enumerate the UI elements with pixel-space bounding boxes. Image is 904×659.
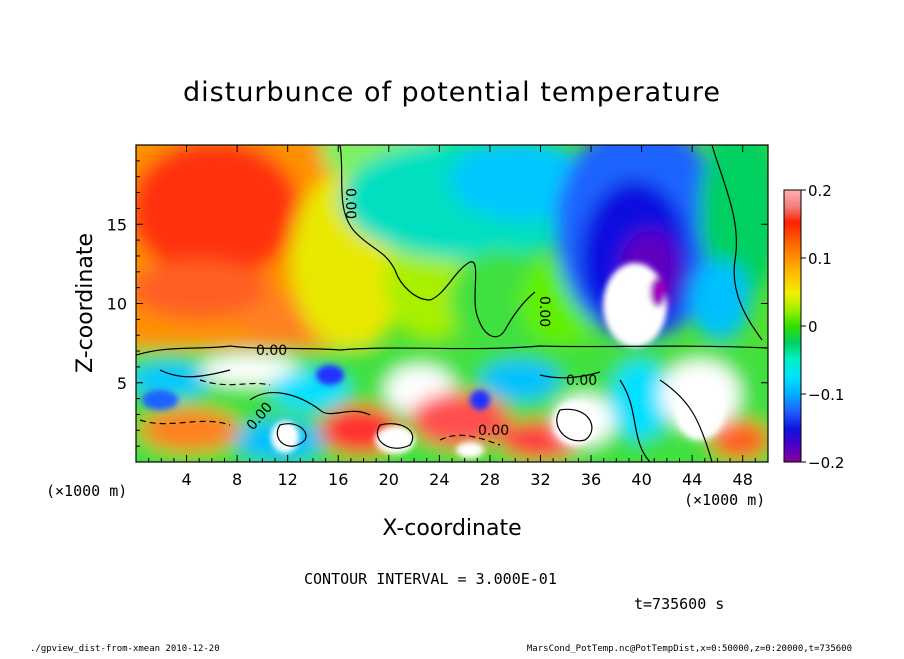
x-axis-label: X-coordinate xyxy=(382,516,521,541)
colorbar-tick-label: 0 xyxy=(808,318,818,336)
x-tick-label: 12 xyxy=(278,470,298,489)
colorbar-ramp xyxy=(783,189,802,463)
time-text: t=735600 s xyxy=(634,595,724,613)
colorbar-tick-label: −0.1 xyxy=(808,386,844,404)
x-tick-label: 4 xyxy=(181,470,191,489)
x-tick-label: 8 xyxy=(232,470,242,489)
x-tick-label: 40 xyxy=(631,470,651,489)
y-tick-label: 5 xyxy=(117,374,127,393)
contour-line xyxy=(339,145,536,338)
x-tick-label: 28 xyxy=(480,470,500,489)
contour-interval-text: CONTOUR INTERVAL = 3.000E-01 xyxy=(304,570,557,588)
x-tick-label: 44 xyxy=(682,470,702,489)
x-tick-label: 20 xyxy=(379,470,399,489)
colorbar-tick-label: 0.1 xyxy=(808,250,832,268)
contour-label: 0.00 xyxy=(536,296,552,327)
colorbar-ticks: 0.2 0.1 0 −0.1 −0.2 xyxy=(801,182,844,472)
x-tick-label: 48 xyxy=(733,470,753,489)
y-tick-label: 10 xyxy=(107,295,127,314)
footer-right: MarsCond_PotTemp.nc@PotTempDist,x=0:5000… xyxy=(527,644,852,654)
chart-title: disturbunce of potential temperature xyxy=(183,77,721,108)
colorbar-tick-label: 0.2 xyxy=(808,182,832,200)
contour-line xyxy=(136,345,768,356)
contour-label: 0.00 xyxy=(566,373,597,389)
x-tick-label: 32 xyxy=(530,470,550,489)
heatmap-field xyxy=(136,145,768,462)
y-axis-label: Z-coordinate xyxy=(73,233,98,373)
x-tick-label: 36 xyxy=(581,470,601,489)
x-tick-label: 24 xyxy=(429,470,449,489)
x-unit-label-left: (×1000 m) xyxy=(46,482,127,500)
contour-label: 0.00 xyxy=(342,188,358,219)
footer-left: ./gpview_dist-from-xmean 2010-12-20 xyxy=(30,644,220,654)
contour-label: 0.00 xyxy=(256,343,287,359)
x-tick-label: 16 xyxy=(328,470,348,489)
x-unit-label-right: (×1000 m) xyxy=(684,491,765,509)
colorbar: 0.2 0.1 0 −0.1 −0.2 xyxy=(783,182,844,472)
x-axis-ticks: 4 8 12 16 20 24 28 32 36 40 44 48 xyxy=(148,145,756,489)
y-tick-label: 15 xyxy=(107,215,127,234)
contour-line xyxy=(159,369,713,462)
contour-line xyxy=(139,379,501,446)
y-axis-ticks: 5 10 15 xyxy=(107,160,768,447)
contour-line xyxy=(711,145,763,341)
contour-label: 0.00 xyxy=(478,423,509,439)
colorbar-tick-label: −0.2 xyxy=(808,454,844,472)
contour-line xyxy=(276,408,593,449)
